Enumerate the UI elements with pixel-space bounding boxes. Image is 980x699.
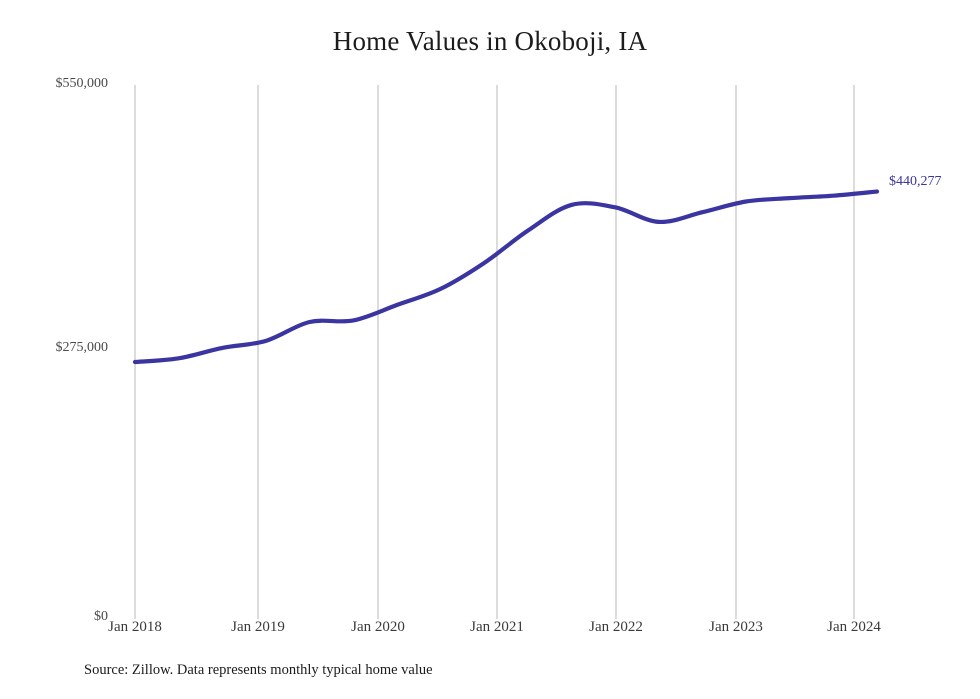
plot-area: $550,000 $275,000 $0 Jan 2018 Jan 2019 J… (55, 76, 942, 635)
y-axis-tick-0: $0 (94, 609, 108, 624)
vertical-gridlines (134, 85, 855, 619)
x-axis-tick-jan-2022: Jan 2022 (589, 619, 643, 635)
x-axis-tick-jan-2019: Jan 2019 (231, 619, 285, 635)
x-axis-tick-jan-2023: Jan 2023 (709, 619, 763, 635)
data-line-typical-home-value (132, 189, 880, 365)
y-axis-tick-550000: $550,000 (55, 76, 109, 91)
x-axis-tick-jan-2024: Jan 2024 (827, 619, 881, 635)
y-axis-tick-275000: $275,000 (55, 340, 109, 355)
endpoint-value-label: $440,277 (889, 173, 942, 189)
x-axis-tick-jan-2021: Jan 2021 (470, 619, 524, 635)
x-axis-tick-jan-2018: Jan 2018 (108, 619, 162, 635)
line-chart-svg (132, 85, 880, 619)
page-title: Home Values in Okoboji, IA (332, 26, 648, 56)
x-axis-tick-jan-2020: Jan 2020 (351, 619, 405, 635)
source-caption: Source: Zillow. Data represents monthly … (84, 662, 433, 678)
